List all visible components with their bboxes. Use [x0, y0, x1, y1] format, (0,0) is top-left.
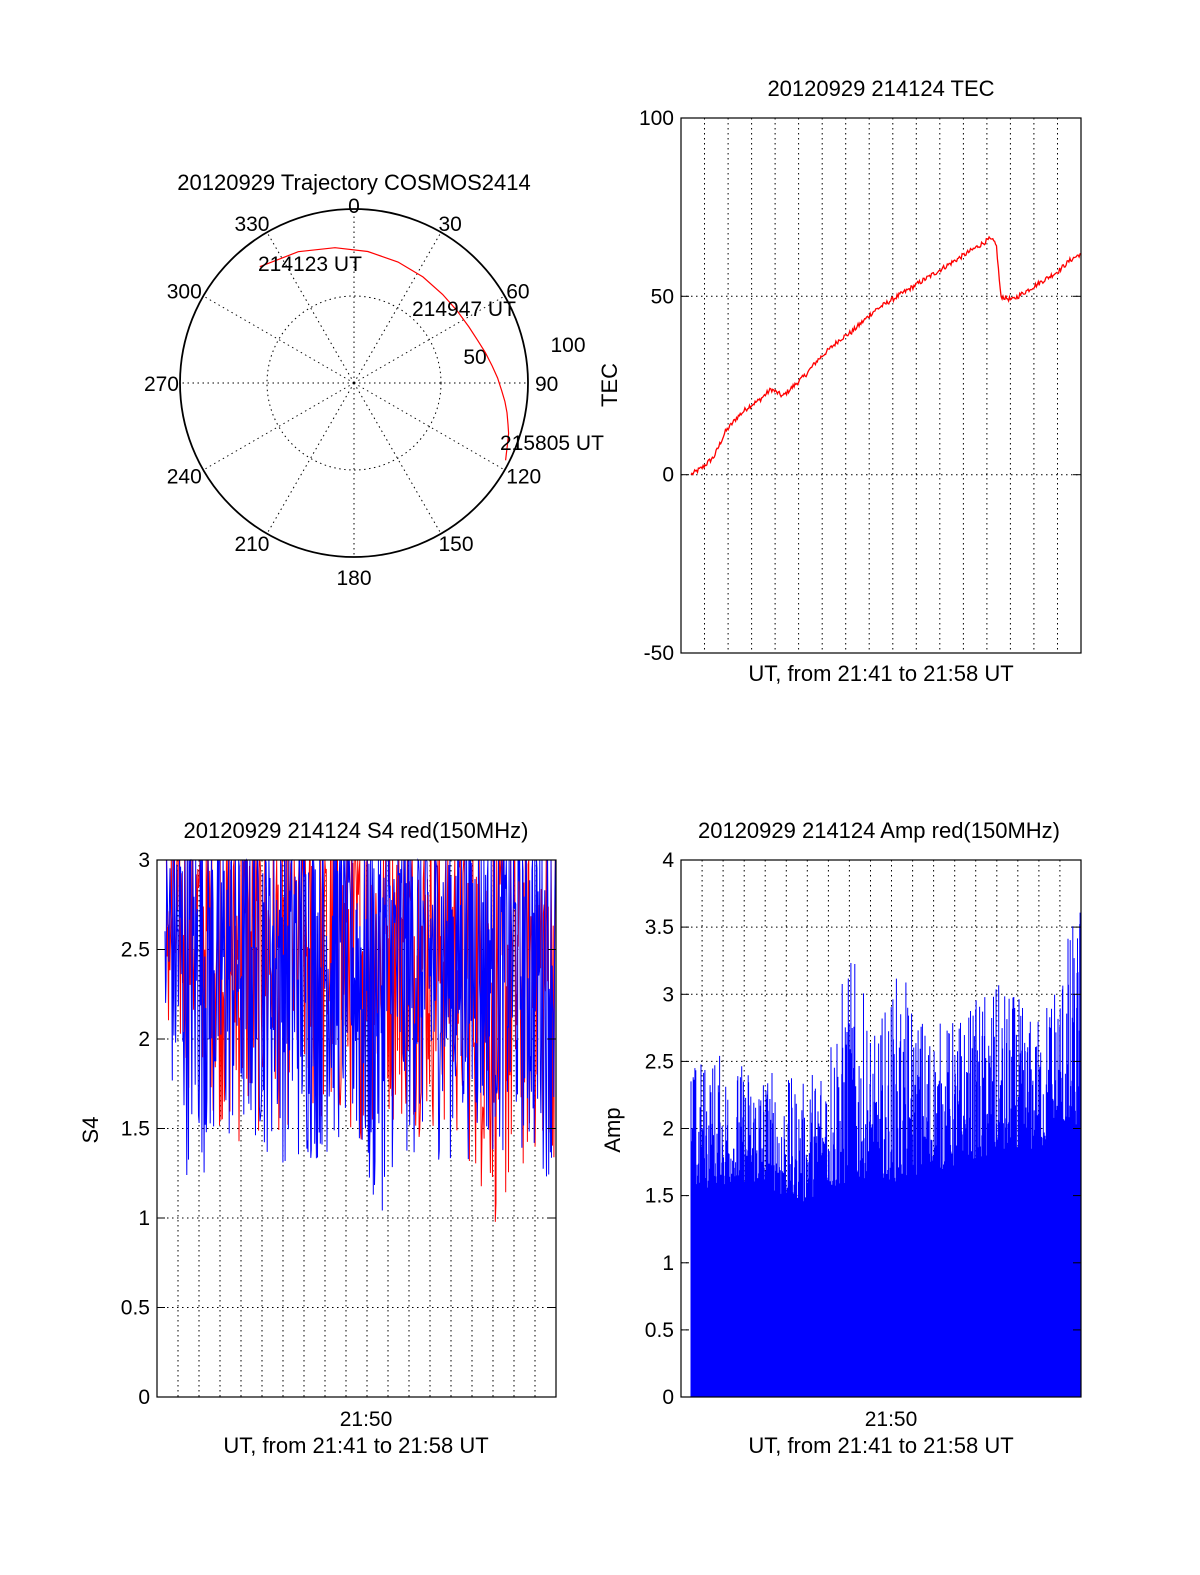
- y-tick-label: 0: [662, 464, 674, 487]
- azimuth-label: 270: [144, 373, 179, 396]
- trajectory-mid-time: 214947 UT: [412, 298, 516, 321]
- elevation-ring-label-100: 100: [550, 334, 585, 357]
- y-tick-label: 0.5: [121, 1297, 150, 1320]
- azimuth-label: 120: [506, 466, 541, 489]
- y-tick-label: 1: [662, 1252, 674, 1275]
- tec-y-label: TEC: [597, 363, 622, 407]
- tec-y-ticks: -50 0 50 100: [639, 107, 1081, 665]
- polar-spoke: [203, 295, 355, 384]
- polar-spoke: [353, 232, 442, 384]
- y-tick-label: 0.5: [645, 1319, 674, 1342]
- azimuth-label: 0: [348, 195, 360, 218]
- azimuth-label: 150: [439, 533, 474, 556]
- polar-spoke: [353, 382, 442, 534]
- s4-plot: 20120929 214124 S4 red(150MHz) 0 0.5 1 1.5 2…: [78, 818, 557, 1458]
- polar-spoke: [353, 382, 505, 471]
- trajectory-track: [259, 247, 510, 461]
- y-tick-label: 100: [639, 107, 674, 130]
- trajectory-start-time: 214123 UT: [258, 253, 362, 276]
- amp-x-tick-2150: 21:50: [865, 1408, 918, 1431]
- y-tick-label: 1: [138, 1207, 150, 1230]
- amp-plot: 20120929 214124 Amp red(150MHz) 0 0.5 1 1.5…: [600, 818, 1082, 1458]
- s4-title: 20120929 214124 S4 red(150MHz): [184, 818, 529, 843]
- s4-y-label: S4: [78, 1117, 103, 1144]
- azimuth-label: 30: [439, 213, 462, 236]
- polar-inner-ring: [266, 295, 442, 471]
- y-tick-label: 3: [138, 849, 150, 872]
- y-tick-label: 1.5: [645, 1185, 674, 1208]
- trajectory-title: 20120929 Trajectory COSMOS2414: [177, 170, 530, 195]
- s4-red-series: [165, 859, 556, 1222]
- amp-x-label: UT, from 21:41 to 21:58 UT: [748, 1433, 1013, 1458]
- y-tick-label: 3.5: [645, 916, 674, 939]
- polar-spoke: [266, 232, 355, 384]
- y-tick-label: 1.5: [121, 1118, 150, 1141]
- azimuth-label: 210: [234, 533, 269, 556]
- trajectory-end-time: 215805 UT: [500, 432, 604, 455]
- azimuth-label: 330: [234, 213, 269, 236]
- y-tick-label: 4: [662, 849, 674, 872]
- y-tick-label: 2.5: [121, 939, 150, 962]
- azimuth-label: 180: [336, 567, 371, 590]
- y-tick-label: 2: [138, 1028, 150, 1051]
- s4-y-ticks: 0 0.5 1 1.5 2 2.5 3: [121, 849, 556, 1409]
- amp-bars: [690, 912, 1082, 1397]
- elevation-ring-label-50: 50: [463, 346, 486, 369]
- azimuth-label: 60: [506, 281, 529, 304]
- polar-spoke: [353, 295, 505, 384]
- tec-frame: [680, 117, 1082, 654]
- polar-outer-ring: [179, 208, 529, 558]
- s4-line: [165, 859, 556, 1222]
- tec-x-label: UT, from 21:41 to 21:58 UT: [748, 661, 1013, 686]
- azimuth-label: 300: [167, 281, 202, 304]
- tec-series-line: [690, 235, 1082, 476]
- s4-x-label: UT, from 21:41 to 21:58 UT: [223, 1433, 488, 1458]
- s4-x-tick-2150: 21:50: [340, 1408, 393, 1431]
- polar-spoke: [203, 382, 355, 471]
- y-tick-label: -50: [644, 642, 674, 665]
- trajectory-plot: 20120929 Trajectory COSMOS2414 0 30 60 90 12…: [144, 170, 604, 590]
- polar-spoke: [266, 382, 355, 534]
- amp-title: 20120929 214124 Amp red(150MHz): [698, 818, 1060, 843]
- y-tick-label: 3: [662, 983, 674, 1006]
- tec-title: 20120929 214124 TEC: [767, 76, 994, 101]
- y-tick-label: 2: [662, 1118, 674, 1141]
- y-tick-label: 0: [662, 1386, 674, 1409]
- tec-grid: [681, 118, 1081, 653]
- y-tick-label: 0: [138, 1386, 150, 1409]
- azimuth-labels: 0 30 60 90 120 150 180 210 240 270 300 330: [144, 195, 558, 590]
- amp-y-ticks: 0 0.5 1 1.5 2 2.5 3 3.5 4: [645, 849, 1081, 1409]
- y-tick-label: 50: [651, 285, 674, 308]
- s4-blue-series: [164, 858, 557, 1211]
- azimuth-label: 90: [535, 373, 558, 396]
- s4-line: [164, 858, 557, 1211]
- azimuth-label: 240: [167, 466, 202, 489]
- tec-plot: 20120929 214124 TEC -50 0 50 100 UT, from 2…: [597, 76, 1082, 686]
- amp-y-label: Amp: [600, 1107, 625, 1152]
- y-tick-label: 2.5: [645, 1050, 674, 1073]
- amp-spikes: [690, 912, 1082, 1397]
